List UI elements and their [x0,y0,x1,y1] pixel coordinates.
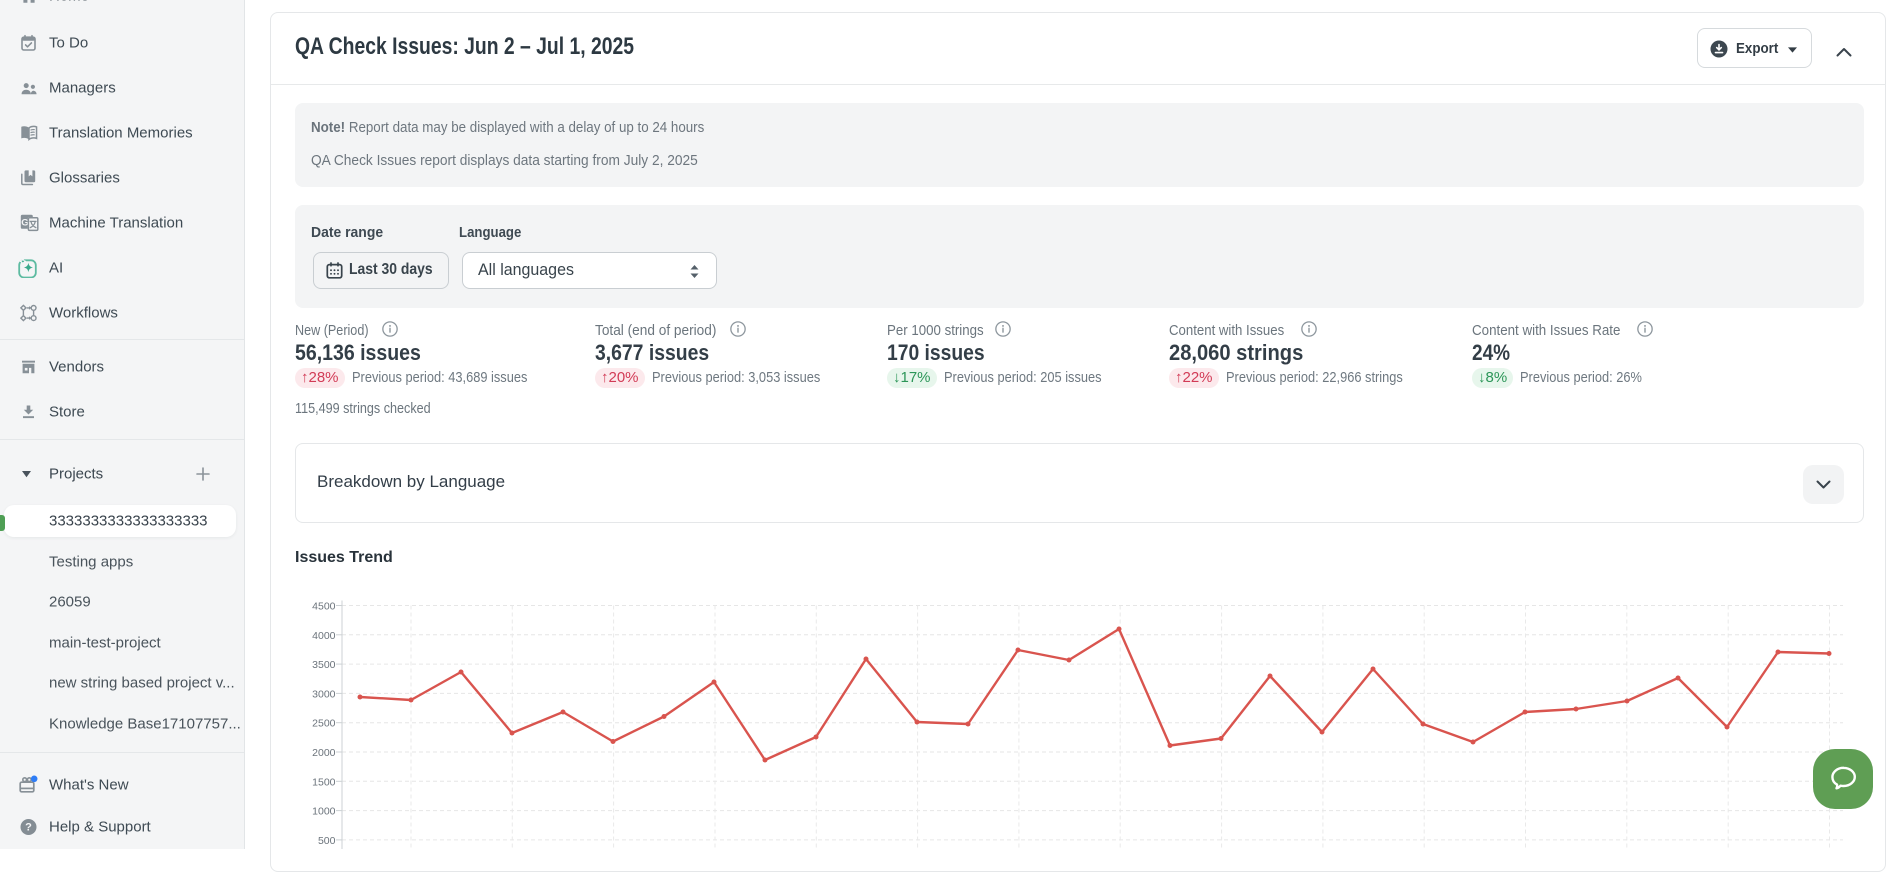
svg-text:G: G [21,218,28,229]
svg-text:3500: 3500 [312,659,336,671]
svg-text:4500: 4500 [312,601,336,613]
svg-text:1500: 1500 [312,776,336,788]
svg-text:2500: 2500 [312,718,336,730]
svg-text:2000: 2000 [312,747,336,759]
svg-text:4000: 4000 [312,630,336,642]
svg-text:3000: 3000 [312,688,336,700]
svg-text:500: 500 [318,835,336,847]
svg-text:?: ? [25,822,32,834]
svg-text:1000: 1000 [312,806,336,818]
